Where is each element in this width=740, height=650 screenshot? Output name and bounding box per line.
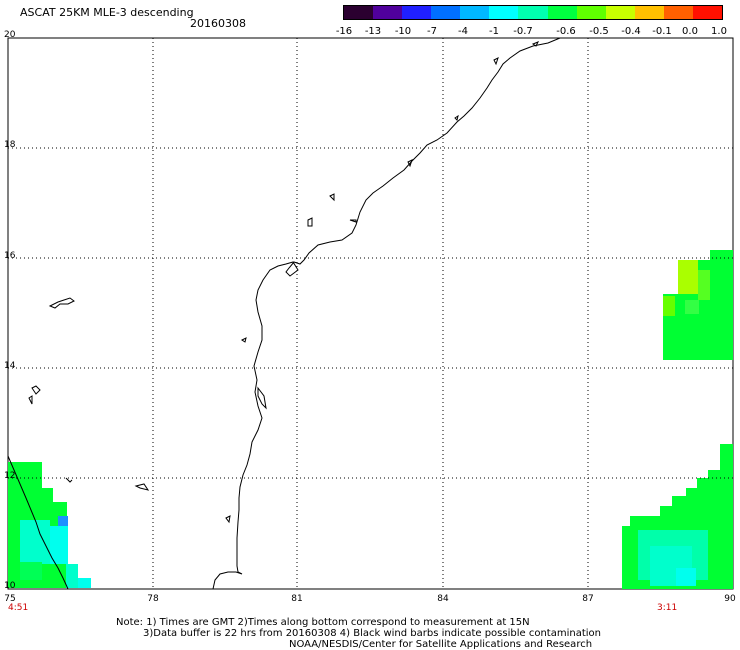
map-title: ASCAT 25KM MLE-3 descending bbox=[20, 6, 194, 19]
colorbar-swatch bbox=[344, 6, 374, 19]
lat-label: 10 bbox=[4, 581, 16, 591]
colorbar-label: -16 bbox=[335, 26, 353, 37]
map-date: 20160308 bbox=[190, 17, 246, 30]
note-line: NOAA/NESDIS/Center for Satellite Applica… bbox=[289, 639, 593, 650]
map-grid bbox=[8, 38, 733, 589]
lon-label: 90 bbox=[724, 594, 736, 604]
colorbar-swatch bbox=[373, 6, 403, 19]
colorbar-swatch bbox=[663, 6, 693, 19]
colorbar-swatch bbox=[576, 6, 606, 19]
island-outline bbox=[349, 219, 357, 223]
colorbar-swatch bbox=[547, 6, 577, 19]
time-left: 4:51 bbox=[8, 603, 29, 613]
colorbar-swatch bbox=[634, 6, 664, 19]
lat-label: 14 bbox=[4, 361, 16, 371]
island-outline bbox=[225, 515, 231, 524]
colorbar-label: -0.7 bbox=[513, 26, 533, 37]
colorbar-label: -0.1 bbox=[652, 26, 672, 37]
lon-label: 81 bbox=[291, 594, 303, 604]
note-line: Note: 1) Times are GMT 2)Times along bot… bbox=[116, 617, 530, 628]
lon-label: 87 bbox=[582, 594, 594, 604]
colorbar-swatch bbox=[518, 6, 548, 19]
lon-label: 78 bbox=[147, 594, 159, 604]
colorbar-swatch bbox=[489, 6, 519, 19]
island-outline bbox=[493, 57, 499, 66]
island-outline bbox=[407, 159, 413, 168]
island-outline bbox=[28, 395, 33, 405]
island-outline bbox=[48, 297, 75, 309]
island-outline bbox=[454, 114, 459, 121]
lat-label: 20 bbox=[4, 30, 16, 40]
lat-label: 16 bbox=[4, 251, 16, 261]
island-outline bbox=[134, 483, 150, 491]
colorbar-label: -10 bbox=[394, 26, 412, 37]
lon-label: 75 bbox=[4, 594, 16, 604]
island-outline bbox=[329, 193, 335, 202]
colorbar bbox=[343, 5, 723, 20]
colorbar-label: -0.5 bbox=[589, 26, 609, 37]
wind-data-west bbox=[8, 462, 91, 588]
west-coastline-detail bbox=[65, 477, 73, 483]
wind-data-east-lower bbox=[622, 444, 733, 589]
islands bbox=[28, 41, 540, 524]
colorbar-swatch bbox=[402, 6, 432, 19]
lat-label: 18 bbox=[4, 140, 16, 150]
colorbar-label: -1 bbox=[489, 26, 499, 37]
coastline bbox=[212, 37, 561, 590]
colorbar-label: -0.4 bbox=[621, 26, 641, 37]
footer-notes: Note: 1) Times are GMT 2)Times along bot… bbox=[116, 617, 601, 650]
time-right: 3:11 bbox=[657, 603, 678, 613]
colorbar-swatch bbox=[431, 6, 461, 19]
island-outline bbox=[241, 337, 247, 343]
colorbar-label: -4 bbox=[458, 26, 468, 37]
colorbar-swatch bbox=[692, 6, 723, 19]
island-outline bbox=[257, 386, 267, 410]
colorbar-label: 1.0 bbox=[711, 26, 727, 37]
colorbar-label: -7 bbox=[427, 26, 437, 37]
colorbar-label: -0.6 bbox=[556, 26, 576, 37]
colorbar-label: -13 bbox=[364, 26, 382, 37]
note-line: 3)Data buffer is 22 hrs from 20160308 4)… bbox=[143, 628, 601, 639]
wind-data-east-upper bbox=[663, 250, 733, 360]
colorbar-label: 0.0 bbox=[682, 26, 698, 37]
island-outline bbox=[531, 41, 540, 47]
colorbar-swatch bbox=[460, 6, 490, 19]
lon-label: 84 bbox=[437, 594, 449, 604]
island-outline bbox=[307, 217, 313, 227]
west-coastline bbox=[7, 455, 69, 590]
map-frame bbox=[7, 37, 734, 590]
colorbar-swatch bbox=[605, 6, 635, 19]
island-outline bbox=[31, 385, 41, 395]
lat-label: 12 bbox=[4, 471, 16, 481]
